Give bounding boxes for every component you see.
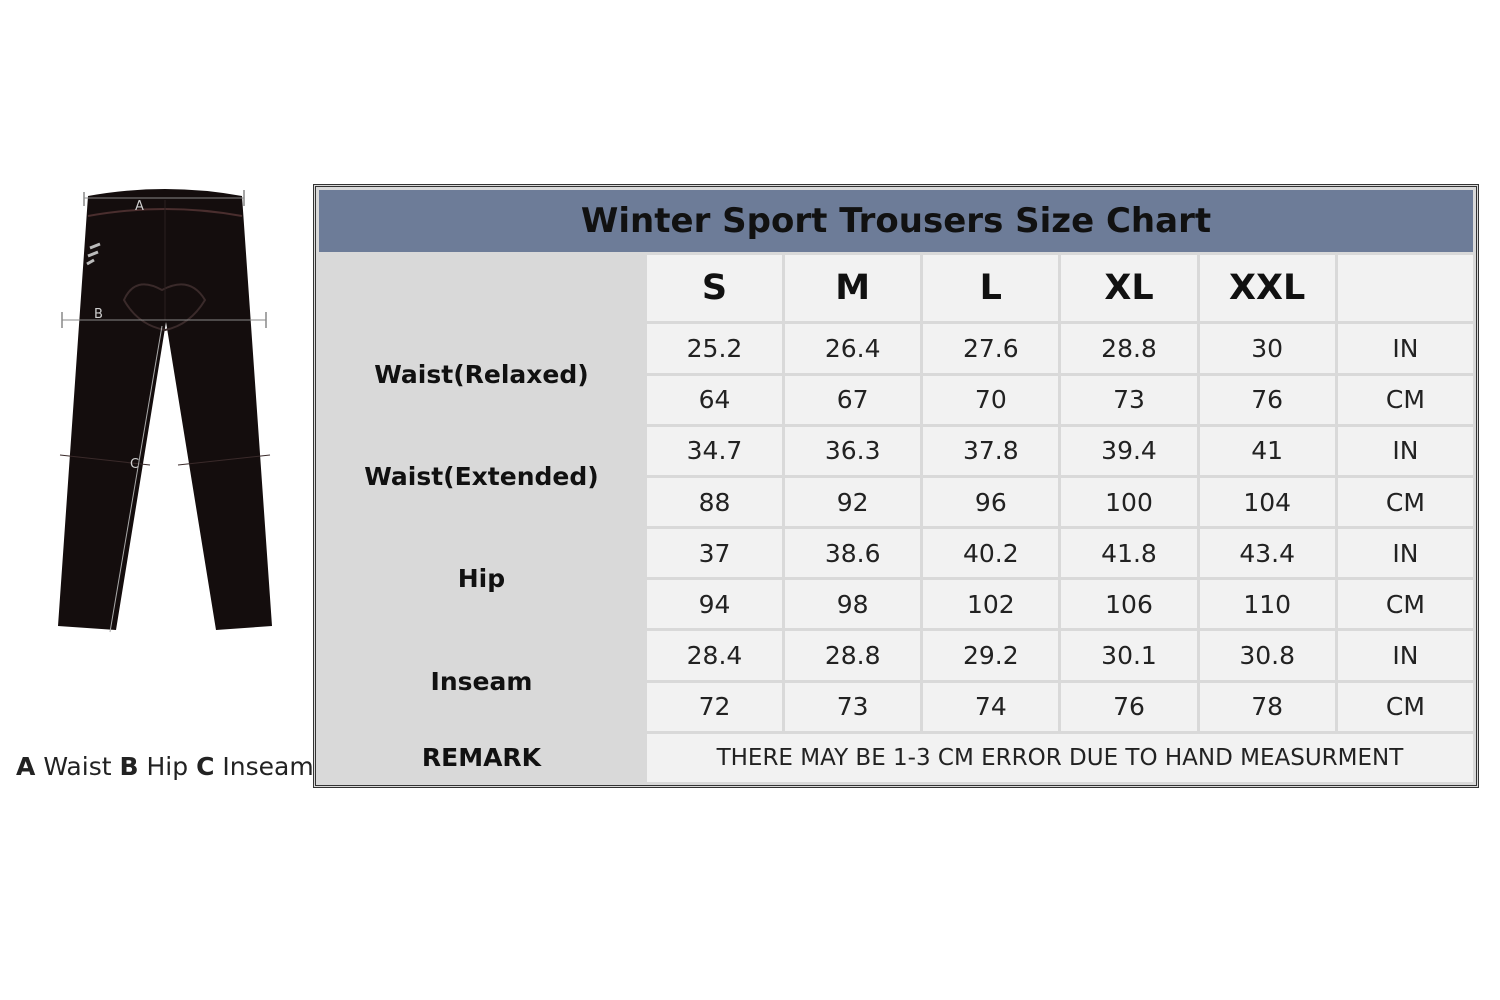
value-cell: 78 <box>1199 682 1335 731</box>
value-cell: 110 <box>1199 580 1335 629</box>
value-cell: 96 <box>923 477 1059 527</box>
value-cell: 30.8 <box>1199 631 1335 680</box>
table-row: Waist(Relaxed) 25.2 26.4 27.6 28.8 30 IN <box>319 324 1473 424</box>
value-cell: 30 <box>1199 324 1335 373</box>
legend-key-b: B <box>119 752 139 781</box>
table-row: Waist(Extended) 34.7 36.3 37.8 39.4 41 I… <box>319 426 1473 527</box>
value-cell: 70 <box>923 375 1059 424</box>
size-chart: Winter Sport Trousers Size Chart S M L X… <box>313 184 1479 788</box>
value-cell: 67 <box>785 375 921 424</box>
value-cell: 92 <box>785 477 921 527</box>
value-cell: 28.8 <box>785 631 921 680</box>
value-cell: 104 <box>1199 477 1335 527</box>
trousers-illustration: A B C <box>58 189 272 633</box>
value-cell: 41.8 <box>1061 529 1197 578</box>
value-cell: 29.2 <box>923 631 1059 680</box>
unit-cell: CM <box>1337 682 1473 731</box>
size-header-m: M <box>785 255 921 322</box>
value-cell: 94 <box>646 580 783 629</box>
table-row: 94 98 102 106 110 CM <box>319 580 1473 629</box>
mark-c: C <box>130 457 139 472</box>
value-cell: 98 <box>785 580 921 629</box>
value-cell: 27.6 <box>923 324 1059 373</box>
value-cell: 102 <box>923 580 1059 629</box>
table-row: Inseam 28.4 28.8 29.2 30.1 30.8 IN <box>319 631 1473 731</box>
value-cell: 37.8 <box>923 426 1059 475</box>
size-header-s: S <box>646 255 783 322</box>
value-cell: 28.8 <box>1061 324 1197 373</box>
value-cell: 38.6 <box>785 529 921 578</box>
value-cell: 88 <box>646 477 783 527</box>
measurement-legend: A Waist B Hip C Inseam <box>16 752 314 781</box>
value-cell: 76 <box>1199 375 1335 424</box>
table-row: 72 73 74 76 78 CM <box>319 682 1473 731</box>
size-header-xl: XL <box>1061 255 1197 322</box>
unit-cell: IN <box>1337 529 1473 578</box>
value-cell: 39.4 <box>1061 426 1197 475</box>
row-label-waist-extended: Waist(Extended) <box>319 426 644 527</box>
unit-cell: IN <box>1337 631 1473 680</box>
value-cell: 36.3 <box>785 426 921 475</box>
unit-cell: CM <box>1337 375 1473 424</box>
header-corner <box>319 255 644 322</box>
size-table: Winter Sport Trousers Size Chart S M L X… <box>316 187 1476 785</box>
remark-row: REMARK THERE MAY BE 1-3 CM ERROR DUE TO … <box>319 733 1473 782</box>
value-cell: 37 <box>646 529 783 578</box>
value-cell: 100 <box>1061 477 1197 527</box>
value-cell: 73 <box>1061 375 1197 424</box>
legend-key-c: C <box>196 752 215 781</box>
legend-label-c: Inseam <box>222 752 314 781</box>
unit-cell: IN <box>1337 324 1473 373</box>
value-cell: 25.2 <box>646 324 783 373</box>
value-cell: 28.4 <box>646 631 783 680</box>
remark-label: REMARK <box>319 733 644 782</box>
value-cell: 76 <box>1061 682 1197 731</box>
table-row: 88 92 96 100 104 CM <box>319 477 1473 527</box>
value-cell: 26.4 <box>785 324 921 373</box>
value-cell: 64 <box>646 375 783 424</box>
legend-label-a: Waist <box>43 752 112 781</box>
value-cell: 34.7 <box>646 426 783 475</box>
unit-header <box>1337 255 1473 322</box>
legend-key-a: A <box>16 752 36 781</box>
value-cell: 74 <box>923 682 1059 731</box>
unit-cell: CM <box>1337 477 1473 527</box>
value-cell: 72 <box>646 682 783 731</box>
chart-title: Winter Sport Trousers Size Chart <box>319 190 1473 252</box>
size-header-l: L <box>923 255 1059 322</box>
value-cell: 40.2 <box>923 529 1059 578</box>
unit-cell: CM <box>1337 580 1473 629</box>
value-cell: 106 <box>1061 580 1197 629</box>
row-label-waist-relaxed: Waist(Relaxed) <box>319 324 644 424</box>
value-cell: 41 <box>1199 426 1335 475</box>
mark-b: B <box>94 307 103 322</box>
table-row: 64 67 70 73 76 CM <box>319 375 1473 424</box>
value-cell: 30.1 <box>1061 631 1197 680</box>
value-cell: 73 <box>785 682 921 731</box>
row-label-inseam: Inseam <box>319 631 644 731</box>
value-cell: 43.4 <box>1199 529 1335 578</box>
mark-a: A <box>135 199 144 214</box>
unit-cell: IN <box>1337 426 1473 475</box>
legend-label-b: Hip <box>146 752 189 781</box>
remark-text: THERE MAY BE 1-3 CM ERROR DUE TO HAND ME… <box>646 733 1473 782</box>
size-header-xxl: XXL <box>1199 255 1335 322</box>
table-row: Hip 37 38.6 40.2 41.8 43.4 IN <box>319 529 1473 629</box>
row-label-hip: Hip <box>319 529 644 629</box>
